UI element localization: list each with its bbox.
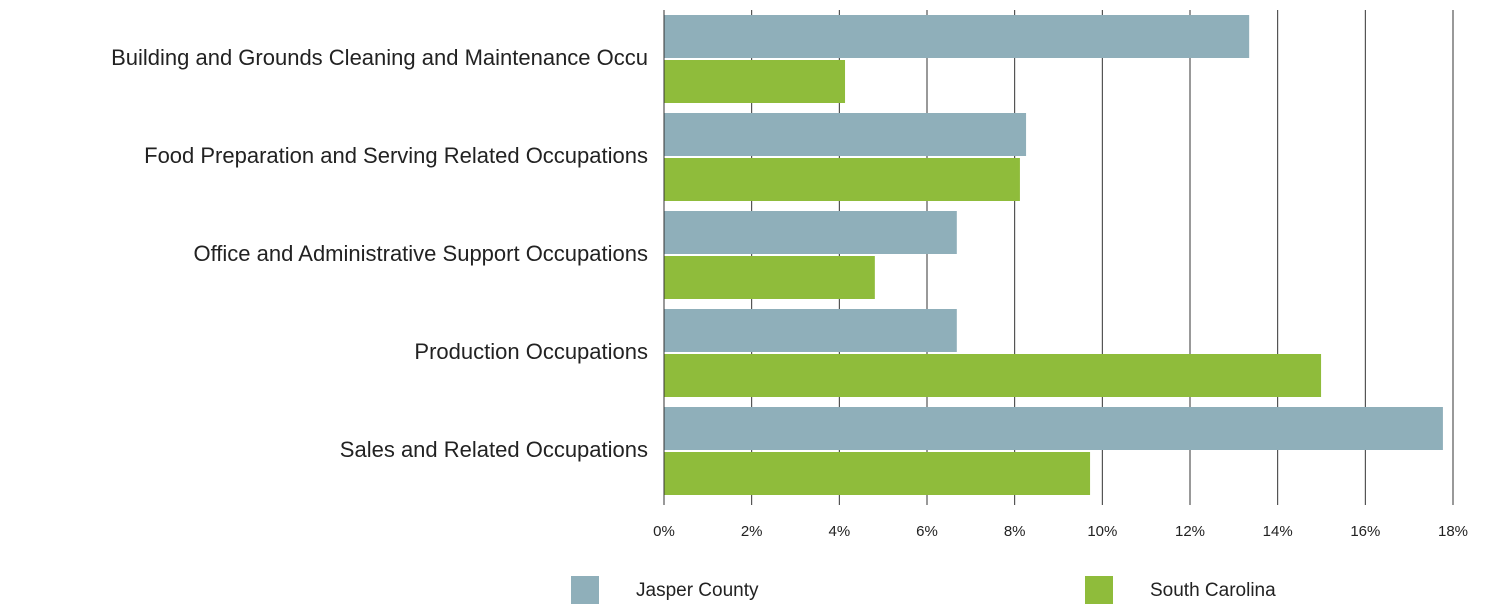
legend-label: South Carolina: [1150, 580, 1276, 601]
x-tick-label: 4%: [828, 523, 850, 540]
bar: [664, 309, 957, 352]
bar: [664, 113, 1027, 156]
y-tick-label: Production Occupations: [414, 339, 648, 364]
x-tick-label: 18%: [1438, 523, 1468, 540]
x-tick-label: 16%: [1350, 523, 1380, 540]
bar: [664, 354, 1322, 397]
x-tick-label: 6%: [916, 523, 938, 540]
x-tick-label: 0%: [653, 523, 675, 540]
x-tick-label: 8%: [1004, 523, 1026, 540]
bar: [664, 407, 1443, 450]
legend-swatch: [571, 576, 599, 604]
x-tick-label: 14%: [1263, 523, 1293, 540]
bar: [664, 256, 875, 299]
bar: [664, 211, 957, 254]
y-tick-label: Food Preparation and Serving Related Occ…: [144, 143, 648, 168]
x-tick-label: 10%: [1087, 523, 1117, 540]
x-tick-label: 12%: [1175, 523, 1205, 540]
bar: [664, 60, 846, 103]
y-tick-label: Sales and Related Occupations: [340, 437, 648, 462]
y-tick-label: Building and Grounds Cleaning and Mainte…: [111, 45, 648, 70]
legend-label: Jasper County: [636, 580, 759, 601]
y-tick-label: Office and Administrative Support Occupa…: [193, 241, 648, 266]
legend-swatch: [1085, 576, 1113, 604]
x-tick-label: 2%: [741, 523, 763, 540]
bar: [664, 452, 1091, 495]
bar: [664, 15, 1250, 58]
bar: [664, 158, 1020, 201]
